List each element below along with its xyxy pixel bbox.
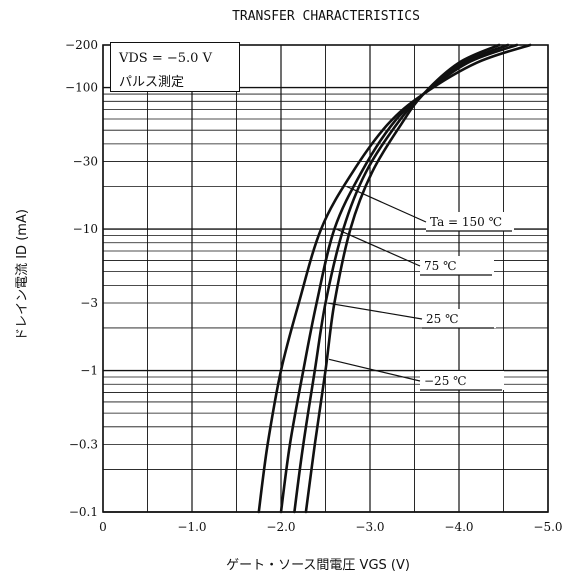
series-leader-line (327, 302, 423, 320)
plot-frame (102, 44, 549, 513)
series-label-bg (426, 212, 514, 231)
series-lines (257, 43, 532, 514)
measurement-condition-box: VDS = −5.0 V パルス測定 (110, 42, 240, 92)
x-axis-label: ゲート・ソース間電圧 VGS (V) (226, 558, 410, 573)
series-label: 75 ℃ (424, 259, 457, 273)
series-label: 25 ℃ (426, 312, 459, 326)
series-label-bg (422, 309, 496, 328)
pulse-measurement-note: パルス測定 (119, 75, 185, 90)
x-tick-label: −1.0 (177, 520, 206, 534)
series-leader-line (328, 358, 421, 382)
x-tick-label: 0 (99, 520, 107, 534)
y-tick-label: −0.1 (69, 505, 98, 519)
x-tick-label: −5.0 (533, 520, 562, 534)
y-tick-label: −1 (80, 364, 98, 378)
series-label-bg (420, 371, 504, 390)
y-axis-label: ドレイン電流 ID (mA) (15, 209, 30, 341)
tick-labels: 0 −1.0 −2.0 −3.0 −4.0 −5.0 −200 −100 −30 −10 −3 −1 −… (65, 38, 563, 534)
chart-title: TRANSFER CHARACTERISTICS (232, 9, 420, 24)
series-label: −25 ℃ (424, 374, 467, 388)
y-tick-label: −30 (73, 155, 98, 169)
series-line (293, 43, 510, 514)
series-label: Ta = 150 ℃ (430, 215, 502, 229)
vds-condition: VDS = −5.0 V (119, 51, 212, 66)
series-label-bg (420, 256, 494, 275)
x-tick-label: −3.0 (355, 520, 384, 534)
series-leader-line (346, 185, 427, 223)
y-tick-label: −3 (80, 296, 98, 310)
series-annotations: Ta = 150 ℃ 75 ℃ 25 ℃ −25 ℃ (327, 185, 514, 391)
y-tick-label: −200 (65, 38, 98, 52)
series-line (304, 43, 501, 514)
grid-lines (102, 44, 549, 513)
series-leader-line (336, 228, 421, 267)
x-tick-label: −2.0 (266, 520, 295, 534)
series-line (257, 43, 532, 514)
y-tick-label: −100 (65, 81, 98, 95)
x-tick-label: −4.0 (444, 520, 473, 534)
y-tick-label: −0.3 (69, 438, 98, 452)
y-tick-label: −10 (73, 222, 98, 236)
